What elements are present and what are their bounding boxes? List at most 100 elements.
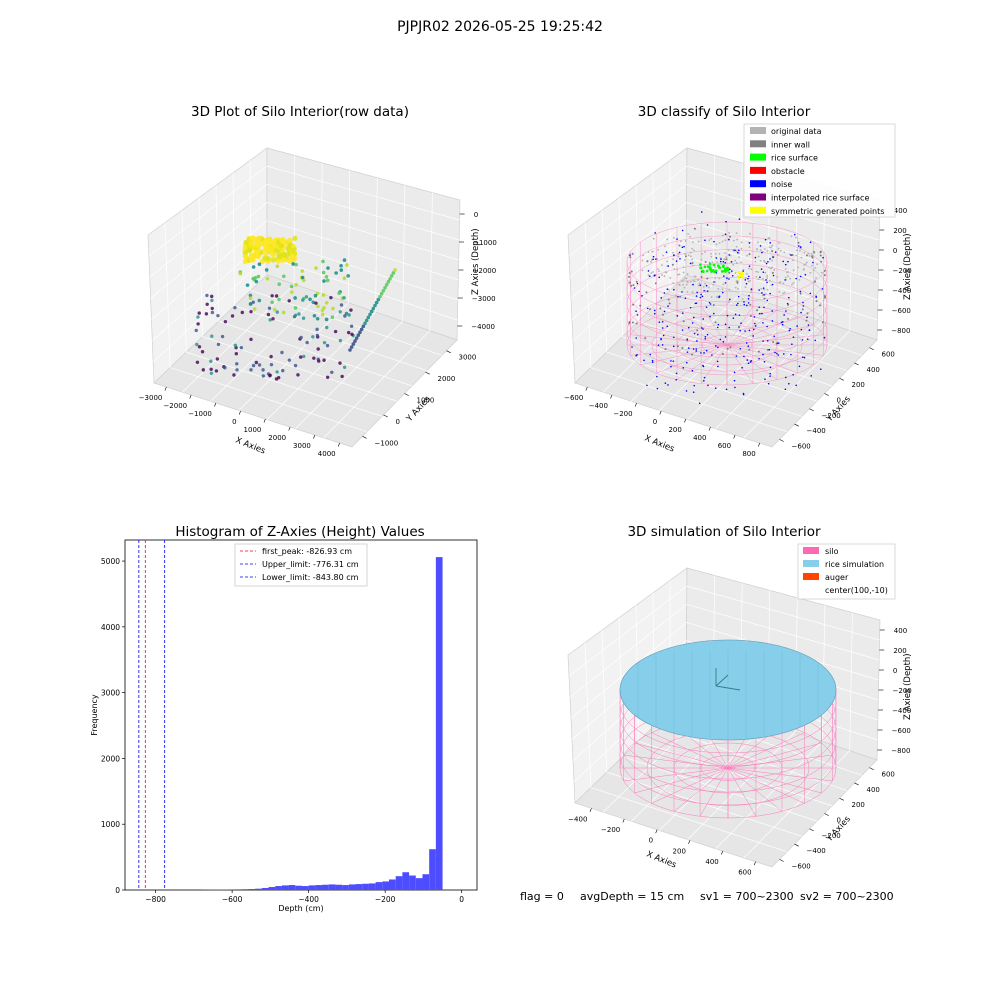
data-point-noise [641,294,643,297]
tick-label: 200 [673,847,686,855]
data-point [239,345,244,350]
figure-suptitle: PJPJR02 2026-05-25 19:25:42 [397,19,603,35]
data-point-noise [728,238,730,241]
data-point-noise [713,240,715,243]
data-point-wall [668,302,671,305]
data-point-wall [678,244,681,247]
data-point-original [776,253,779,256]
data-point [205,302,209,307]
x-axis-label: Depth (cm) [278,904,323,913]
data-point-original [771,266,774,269]
data-point-original [684,277,687,280]
data-point-original [757,278,760,281]
data-point [338,310,342,314]
data-point-original [767,237,770,240]
data-point [308,297,312,302]
legend-frame [743,123,896,218]
data-point-noise [744,330,746,332]
data-point-noise [696,291,699,294]
data-point [299,355,303,359]
data-point-noise [747,277,749,280]
data-point [277,253,283,259]
grid-line [402,185,406,322]
data-point-wall [691,262,694,265]
histogram-bar [328,884,336,890]
x-ticks: −400 −200 0 200 400 600 [568,808,756,877]
data-point-noise [720,258,722,260]
data-point-noise [767,261,769,263]
data-point-noise [707,384,709,387]
histogram-bar [241,889,249,890]
data-point-original [767,266,770,269]
data-point [339,303,344,307]
data-point-original [778,242,781,244]
data-point-original [716,261,719,264]
data-point-original [704,290,707,292]
data-point-original [749,279,752,282]
data-point [252,307,257,311]
data-point-original [684,240,687,242]
tick-mark [869,347,874,351]
grid-line [210,293,322,402]
data-point-noise [804,273,807,276]
data-point-noise [689,306,692,309]
grid-line [181,210,187,353]
tick-label: 400 [867,786,880,794]
tick-mark [446,350,451,354]
grid-line [602,284,714,393]
data-point-original [656,257,659,260]
data-point [287,299,291,303]
data-point-wall [681,347,684,350]
data-point [195,360,200,364]
data-point-original [803,268,805,270]
data-point-surface [708,262,712,266]
data-point [280,237,286,243]
data-point [232,373,236,377]
data-point [249,309,253,314]
tick-mark [779,439,784,442]
legend-label: inner wall [771,140,810,149]
data-point-wall [811,255,814,258]
data-point-original [795,249,798,252]
data-point [316,304,320,309]
tick-label: 0 [893,667,897,675]
tick-label: −400 [298,895,319,904]
data-point-original [735,280,738,283]
data-point [215,357,220,361]
histogram-bar [268,887,276,890]
grid-line [234,305,428,371]
data-point [368,312,372,317]
data-point [223,366,227,370]
data-point-wall [823,296,826,299]
legend-label: auger [825,573,849,582]
data-point [345,263,349,267]
data-point [256,274,261,279]
data-point [330,315,335,320]
tick-label: −800 [891,747,910,755]
data-point [214,369,219,373]
tick-label: 4000 [101,623,120,632]
legend-label: Upper_limit: -776.31 cm [262,560,359,569]
data-point-noise [742,393,745,396]
grid-line [715,321,823,429]
data-point-noise [673,254,675,256]
chart-title: 3D simulation of Silo Interior [627,524,821,540]
data-point-noise [676,238,678,240]
data-point-noise [759,245,762,247]
data-point-noise [799,275,802,278]
data-point [248,241,254,247]
status-footer: flag = 0 avgDepth = 15 cm sv1 = 700~2300… [520,890,894,903]
legend-swatch [803,573,819,580]
grid-line [250,290,443,356]
data-point-original [787,275,789,278]
data-point-noise [748,242,751,244]
data-point [359,327,364,332]
data-point [254,360,259,365]
data-point-original [647,251,650,253]
grid-line [266,183,460,241]
legend-label: obstacle [771,167,805,176]
data-point [329,295,333,300]
tick-label: 0 [649,837,653,845]
data-point-original [693,280,696,283]
